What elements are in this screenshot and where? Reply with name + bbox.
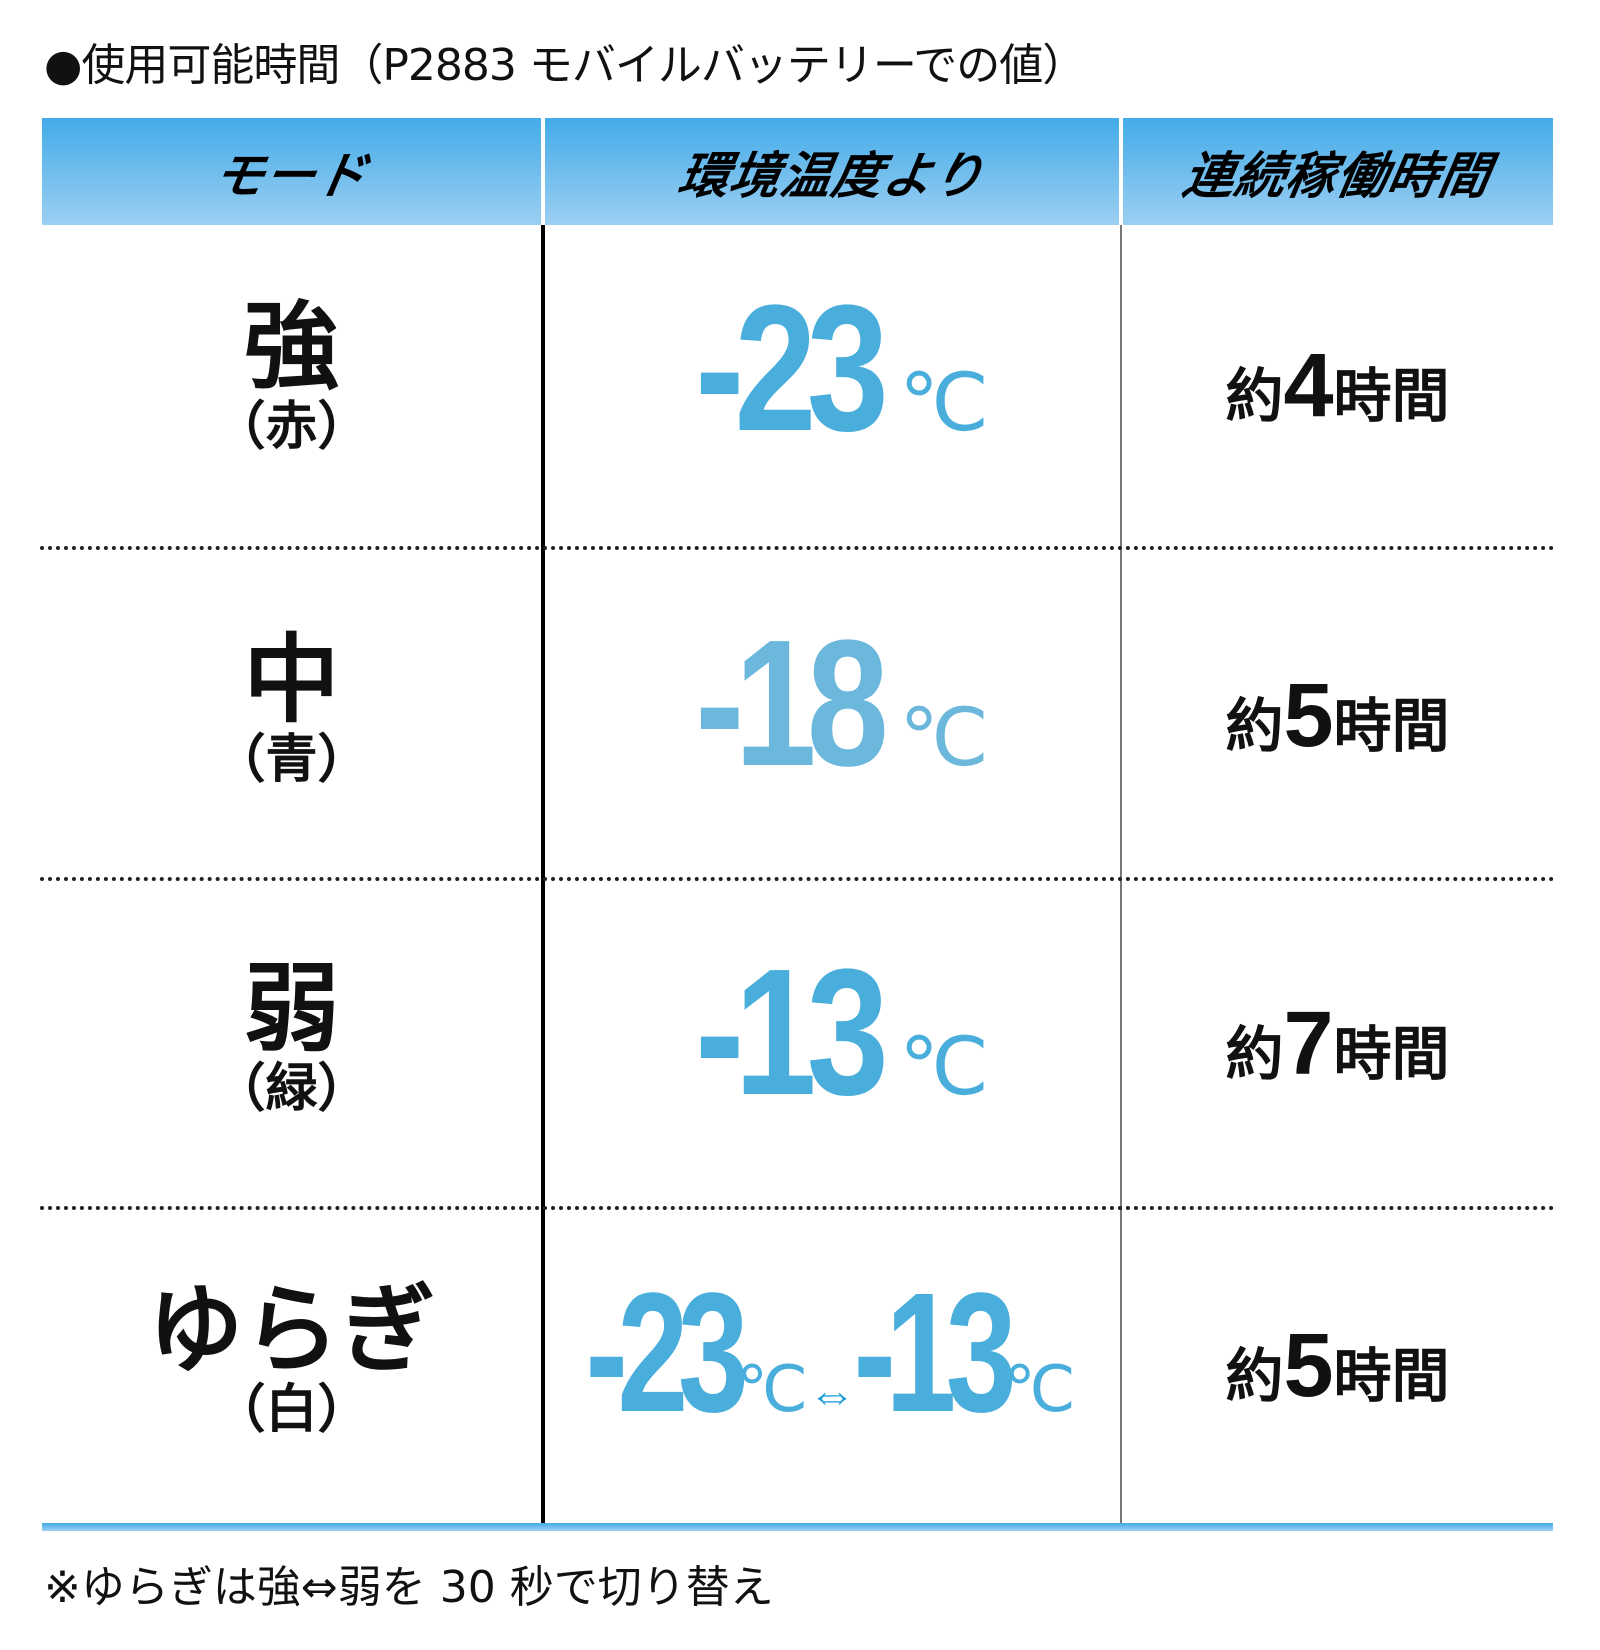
header-mode-label: モード (209, 146, 373, 205)
duration-suffix: 時間 (1333, 362, 1450, 430)
temperature-value: -23 (695, 268, 889, 469)
temperature-range-cell: -23℃⇔-13℃ (545, 1255, 1119, 1451)
temperature-unit: ℃ (899, 1022, 989, 1111)
duration-suffix: 時間 (1333, 1342, 1450, 1410)
table-row: 強 （赤） -23 ℃ 約4時間 (42, 225, 1553, 546)
temperature-cell: -23 ℃ (545, 265, 1119, 472)
temperature-value: -18 (695, 603, 889, 804)
temperature-unit: ℃ (899, 693, 989, 782)
temperature-unit: ℃ (899, 358, 989, 447)
mode-name: 弱 (243, 953, 340, 1065)
mode-color: （白） (213, 1380, 370, 1440)
mode-color: （赤） (213, 397, 370, 457)
row-divider (40, 546, 1555, 550)
temperature-unit: ℃ (1003, 1353, 1076, 1425)
column-divider (1120, 225, 1122, 1525)
temperature-value: -13 (695, 932, 889, 1133)
footnote: ※ゆらぎは強⇔弱を 30 秒で切り替え (44, 1562, 774, 1613)
table-row: ゆらぎ （白） -23℃⇔-13℃ 約5時間 (42, 1210, 1553, 1523)
duration-suffix: 時間 (1333, 692, 1450, 760)
mode-name: ゆらぎ (147, 1274, 436, 1386)
header-temperature: 環境温度より (545, 118, 1119, 225)
duration-prefix: 約 (1225, 1342, 1284, 1410)
duration-value: 7 (1283, 994, 1334, 1094)
mode-color: （緑） (213, 1059, 370, 1119)
temperature-unit: ℃ (736, 1353, 808, 1425)
temperature-cell: -18 ℃ (545, 600, 1119, 807)
mode-cell: ゆらぎ （白） (42, 1280, 541, 1440)
mode-cell: 弱 （緑） (42, 959, 541, 1119)
temperature-from: -23 (585, 1258, 749, 1448)
table-row: 弱 （緑） -13 ℃ 約7時間 (42, 881, 1553, 1206)
duration-prefix: 約 (1225, 692, 1284, 760)
column-divider (541, 225, 545, 1525)
header-duration: 連続稼働時間 (1123, 118, 1553, 225)
mode-name: 強 (243, 291, 340, 403)
row-divider (40, 1206, 1555, 1210)
duration-prefix: 約 (1225, 1020, 1284, 1088)
temperature-to: -13 (853, 1258, 1016, 1448)
header-mode: モード (42, 118, 541, 225)
duration-cell: 約4時間 (1122, 335, 1553, 438)
table-row: 中 （青） -18 ℃ 約5時間 (42, 550, 1553, 877)
mode-color: （青） (213, 730, 370, 790)
mode-name: 中 (243, 624, 340, 736)
duration-prefix: 約 (1225, 362, 1284, 430)
duration-suffix: 時間 (1333, 1020, 1450, 1088)
duration-value: 5 (1283, 666, 1334, 766)
header-duration-label: 連続稼働時間 (1179, 146, 1496, 205)
temperature-cell: -13 ℃ (545, 929, 1119, 1136)
duration-cell: 約5時間 (1122, 665, 1553, 768)
duration-cell: 約5時間 (1122, 1315, 1553, 1418)
duration-value: 5 (1283, 1316, 1334, 1416)
duration-cell: 約7時間 (1122, 993, 1553, 1096)
double-arrow-icon: ⇔ (808, 1369, 856, 1422)
mode-cell: 中 （青） (42, 630, 541, 790)
row-divider (40, 877, 1555, 881)
table-header: モード 環境温度より 連続稼働時間 (42, 118, 1553, 225)
table-bottom-line (42, 1523, 1553, 1531)
header-temperature-label: 環境温度より (673, 146, 989, 205)
duration-value: 4 (1283, 336, 1334, 436)
page-title: ●使用可能時間（P2883 モバイルバッテリーでの値） (44, 40, 1086, 91)
mode-cell: 強 （赤） (42, 297, 541, 457)
